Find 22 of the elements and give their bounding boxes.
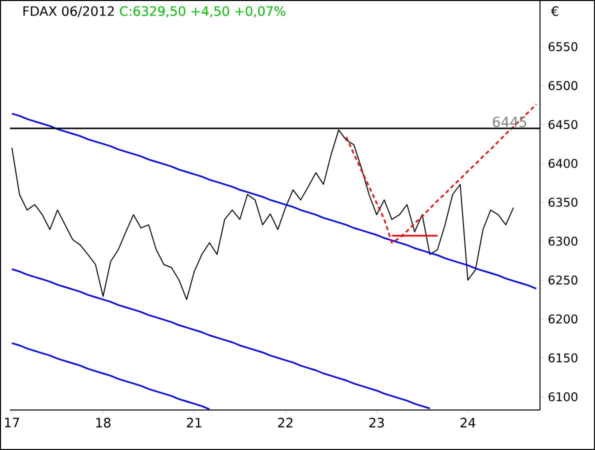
y-tick-label: 6400	[548, 158, 578, 168]
x-tick-label: 23	[369, 418, 384, 428]
x-tick-label: 24	[460, 418, 476, 428]
line-series	[11, 268, 431, 410]
line-series	[11, 342, 210, 410]
y-tick-label: 6300	[548, 236, 578, 246]
x-tick-label: 17	[5, 418, 20, 428]
y-tick-label: 6150	[548, 353, 578, 362]
y-tick-label: 6500	[548, 81, 578, 90]
x-tick-label: 22	[278, 418, 292, 428]
y-tick-label: 6350	[548, 198, 578, 207]
ref-line-label: 6445	[492, 116, 526, 128]
y-axis-title: €	[550, 6, 558, 16]
chart-subtitle: C:6329,50 +4,50 +0,07%	[120, 6, 286, 18]
x-tick-label: 18	[96, 418, 110, 428]
y-tick-label: 6200	[548, 314, 578, 324]
y-tick-label: 6100	[548, 392, 578, 402]
y-tick-label: 6250	[548, 276, 578, 285]
chart-title: FDAX 06/2012	[23, 6, 114, 18]
y-tick-label: 6450	[548, 120, 578, 129]
x-tick-label: 21	[186, 418, 202, 428]
y-tick-label: 6550	[548, 42, 578, 52]
